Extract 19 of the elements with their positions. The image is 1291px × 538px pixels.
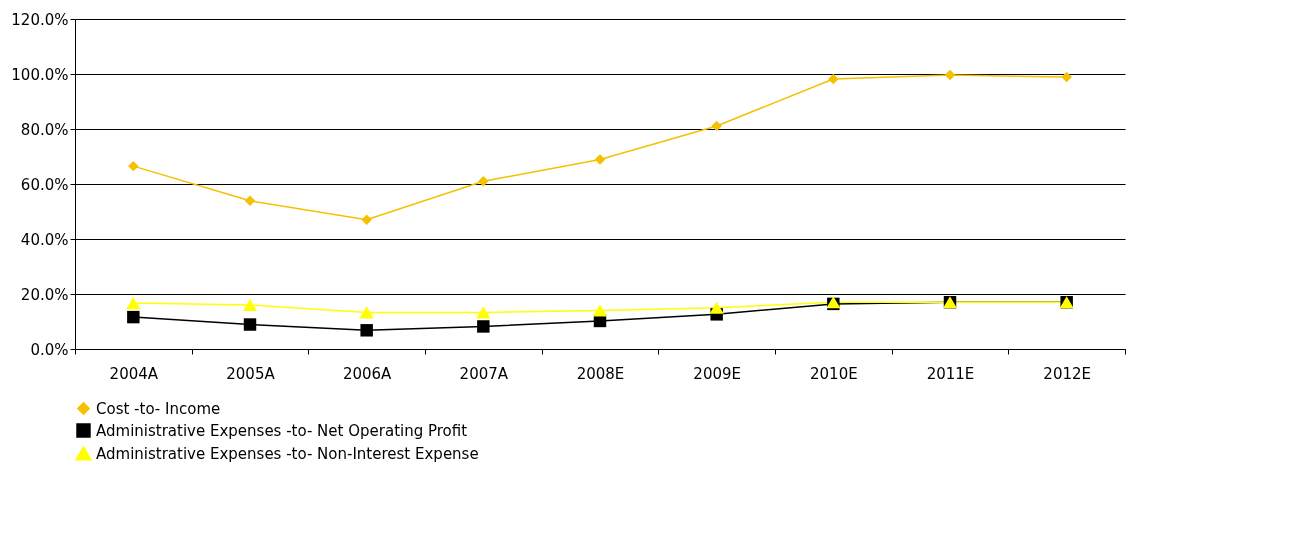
legend-label: Administrative Expenses -to- Non-Interest Expense [96, 444, 479, 463]
x-tick-label: 2009E [693, 364, 741, 383]
x-tick-label: 2006A [342, 364, 393, 383]
x-tick-label: 2011E [926, 364, 975, 383]
x-tick-label: 2007A [459, 364, 509, 383]
x-tick-label: 2004A [109, 364, 159, 383]
y-tick-label: 60.0% [20, 175, 69, 194]
x-tick-label: 2008E [576, 364, 625, 383]
y-tick-label: 40.0% [20, 230, 69, 249]
x-tick-label: 2005A [226, 364, 276, 383]
y-tick-label: 100.0% [11, 65, 69, 84]
x-tick-label: 2012E [1043, 364, 1091, 383]
legend-label: Cost -to- Income [96, 399, 221, 418]
y-tick-label: 120.0% [11, 10, 69, 29]
y-tick-label: 0.0% [30, 340, 69, 359]
y-tick-label: 20.0% [20, 285, 69, 304]
x-tick-label: 2010E [810, 364, 858, 383]
legend-label: Administrative Expenses -to- Net Operating Profit [96, 421, 468, 440]
y-tick-label: 80.0% [20, 120, 69, 139]
